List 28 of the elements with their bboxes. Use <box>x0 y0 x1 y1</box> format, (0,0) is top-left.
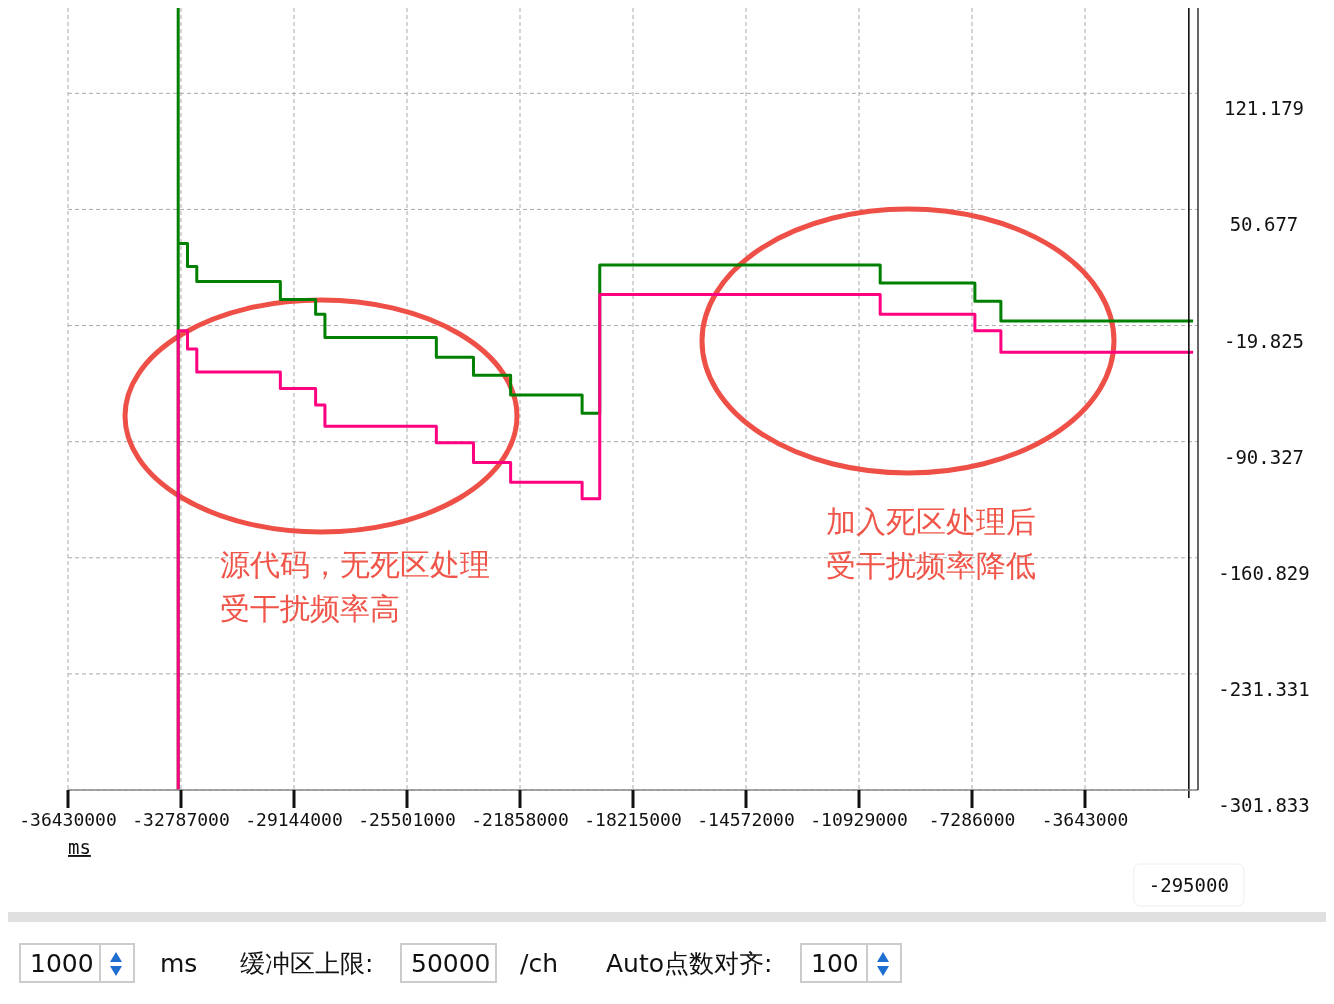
x-tick-label: -29144000 <box>245 809 343 830</box>
x-tick-label: -18215000 <box>584 809 682 830</box>
x-tick-label: -32787000 <box>132 809 230 830</box>
y-tick-label: 121.179 <box>1223 97 1305 120</box>
annotation: 加入死区处理后受干扰频率降低 <box>826 504 1036 583</box>
y-tick-label: -90.327 <box>1223 445 1305 468</box>
x-tick-label: -25501000 <box>358 809 456 830</box>
y-tick-label: 50.677 <box>1229 213 1299 236</box>
y-tick-label: -301.833 <box>1218 794 1310 816</box>
annotation: 源代码，无死区处理受干扰频率高 <box>220 547 490 626</box>
x-tick-label: -3643000 <box>1041 809 1129 830</box>
ref-line-label: -295000 <box>1148 874 1229 896</box>
text: 100 <box>811 949 859 978</box>
x-tick-label: -14572000 <box>697 809 795 830</box>
text: /ch <box>520 949 559 978</box>
y-tick-label: -231.331 <box>1218 677 1310 700</box>
y-tick-label: -160.829 <box>1218 561 1310 584</box>
x-tick-label: -7286000 <box>928 809 1016 830</box>
text: 50000 <box>411 949 491 978</box>
text: ms <box>160 949 198 978</box>
y-tick-label: -19.825 <box>1223 329 1305 352</box>
x-tick-label: -36430000 <box>19 809 117 830</box>
x-tick-label: -21858000 <box>471 809 569 830</box>
text: 1000 <box>30 949 94 978</box>
text: 缓冲区上限: <box>240 949 374 978</box>
x-axis-title: ms <box>68 836 91 858</box>
x-tick-label: -10929000 <box>810 809 908 830</box>
text: Auto点数对齐: <box>606 949 773 978</box>
